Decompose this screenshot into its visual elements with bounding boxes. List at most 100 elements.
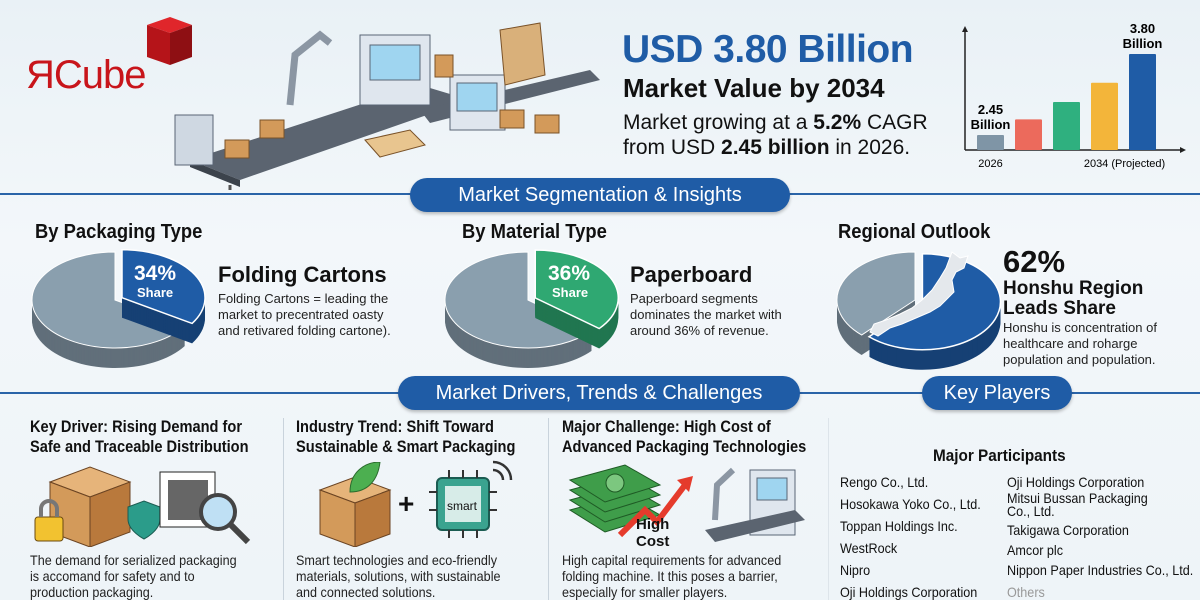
subheadline: Market Value by 2034 [623, 73, 885, 103]
machine-icon [174, 114, 214, 166]
desc-line: The demand for serialized packaging [30, 552, 237, 568]
packaging-pie-chart [31, 248, 206, 368]
wireless-icon [492, 460, 513, 481]
regional-title: Regional Outlook [838, 221, 991, 243]
driver-desc: The demand for serialized packaging is a… [30, 552, 237, 600]
pie-pct-label: 36% [548, 262, 591, 285]
text: Market growing at a [623, 111, 814, 134]
bar [1053, 102, 1080, 150]
magnifier-icon [199, 493, 237, 531]
box-icon [534, 114, 560, 134]
player-item: Oji Holdings Corporation [840, 584, 978, 600]
y-axis-arrow [962, 26, 968, 32]
desc-line: Smart technologies and eco-friendly [296, 552, 498, 568]
players-title: Major Participants [933, 446, 1066, 465]
pie-slice-other [444, 251, 593, 368]
pie-slice-highlight [121, 248, 206, 344]
pie-share-label: Share [552, 285, 589, 300]
packaging-title: By Packaging Type [35, 221, 203, 243]
key-players-banner: Key Players [922, 376, 1072, 410]
smart-chip-icon [429, 460, 513, 538]
padlock-icon [34, 516, 64, 542]
desc-line: Honshu is concentration of [1003, 320, 1157, 335]
desc-line: production packaging. [30, 584, 154, 600]
title-line: Major Challenge: High Cost of [562, 417, 771, 436]
logo-text: ЯCube [26, 53, 147, 97]
robot-arm-icon [712, 467, 736, 521]
title-line: Safe and Traceable Distribution [30, 437, 249, 456]
player-item: WestRock [840, 540, 898, 556]
box-icon [259, 119, 285, 139]
player-item: Co., Ltd. [1007, 503, 1055, 519]
divider [283, 418, 284, 600]
logo: ЯCube [22, 15, 197, 100]
bar [1091, 82, 1118, 150]
desc-line: healthcare and roharge [1003, 336, 1138, 351]
segment-name: Folding Cartons [218, 262, 387, 287]
desc-line: and retivared folding cartone). [218, 323, 391, 338]
pie-slice-highlight [534, 249, 619, 349]
segment-desc: Folding Cartons = leading the market to … [218, 291, 391, 339]
pie-slice-other [836, 251, 916, 355]
leaf-icon [349, 462, 381, 493]
plus-icon: + [398, 488, 415, 519]
material-pie-chart [444, 249, 619, 368]
player-item: Mitsui Bussan Packaging [1007, 490, 1148, 506]
pie-slice-other [31, 251, 187, 368]
text: in 2026. [829, 136, 911, 159]
cost-line: Cost [636, 533, 670, 550]
desc-line: folding machine. It this poses a barrier… [562, 568, 778, 584]
desc-line: materials, solutions, with sustainable [296, 568, 501, 584]
player-item: Nippon Paper Industries Co., Ltd. [1007, 562, 1194, 578]
drivers-banner: Market Drivers, Trends & Challenges [398, 376, 800, 410]
pie-share-label: Share [137, 285, 174, 300]
rising-arrow-icon [617, 483, 688, 538]
divider [828, 418, 829, 600]
shield-icon [127, 500, 161, 540]
box-icon [434, 54, 454, 78]
text: from USD [623, 136, 722, 159]
bar-data-label: 3.80 [1130, 21, 1155, 36]
title-line: Industry Trend: Shift Toward [296, 417, 494, 436]
bar-data-label: Billion [1123, 36, 1163, 51]
segmentation-banner: Market Segmentation & Insights [410, 178, 790, 212]
desc-line: Folding Cartons = leading the [218, 291, 389, 306]
desc-line: dominates the market with [630, 307, 782, 322]
robot-arm-icon [286, 30, 333, 106]
logo-cube-icon [147, 17, 192, 65]
box-icon [499, 109, 525, 129]
carton-icon [499, 22, 546, 86]
challenge-desc: High capital requirements for advanced f… [562, 552, 781, 600]
player-item: Amcor plc [1007, 542, 1064, 558]
player-item: Takigawa Corporation [1007, 522, 1129, 538]
desc-line: around 36% of revenue. [630, 323, 769, 338]
segment-name: Paperboard [630, 262, 753, 287]
player-item: Oji Holdings Corporation [1007, 474, 1145, 490]
factory-illustration [174, 22, 600, 190]
cost-line: High [636, 516, 670, 533]
trend-title: Industry Trend: Shift Toward Sustainable… [296, 417, 515, 457]
box-icon [224, 139, 250, 159]
headline: USD 3.80 Billion [622, 28, 914, 71]
bar [977, 135, 1004, 150]
base-value: 2.45 billion [721, 136, 830, 159]
japan-map-icon [869, 251, 969, 337]
desc-line: and connected solutions. [296, 584, 436, 600]
region-pct: 62% [1003, 244, 1066, 279]
divider [548, 418, 549, 600]
x-tick-label: 2034 (Projected) [1084, 158, 1165, 170]
player-item: Hosokawa Yoko Co., Ltd. [840, 496, 981, 512]
material-title: By Material Type [462, 221, 607, 243]
title-line: Key Driver: Rising Demand for [30, 417, 243, 436]
money-stack-icon [568, 464, 805, 542]
x-axis-arrow [1180, 147, 1186, 153]
title-line: Advanced Packaging Technologies [562, 437, 807, 456]
player-item: Nipro [840, 562, 871, 578]
challenge-title: Major Challenge: High Cost of Advanced P… [562, 417, 806, 457]
bar [1129, 54, 1156, 150]
cost-label: High Cost [636, 516, 669, 550]
region-name: Leads Share [1003, 298, 1116, 319]
driver-title: Key Driver: Rising Demand for Safe and T… [30, 417, 249, 457]
player-item: Others [1007, 584, 1045, 600]
